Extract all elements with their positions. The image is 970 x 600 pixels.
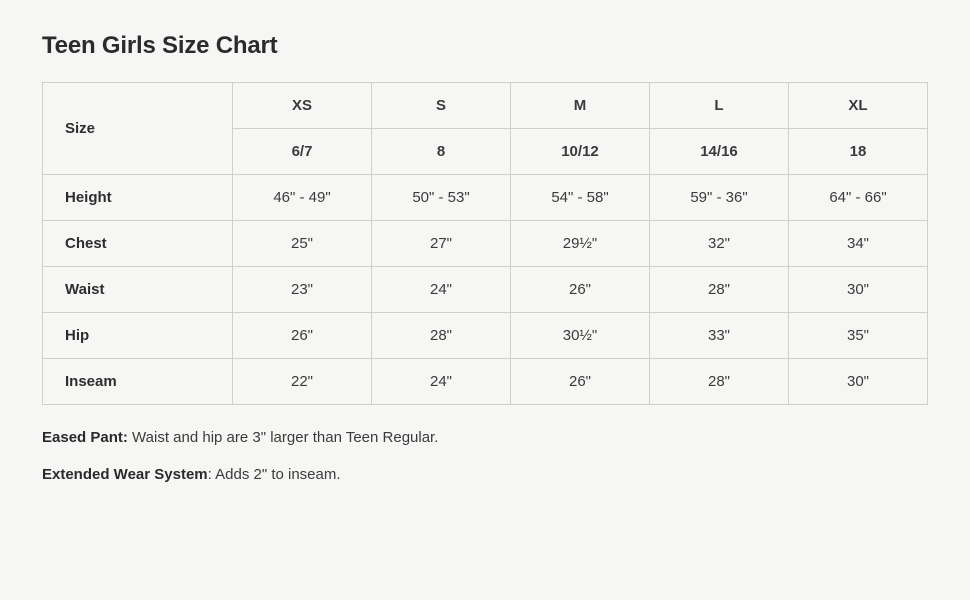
row-label: Chest [43, 221, 233, 267]
table-cell: 28" [650, 267, 789, 313]
note-label: Eased Pant: [42, 429, 128, 446]
size-number: 14/16 [650, 129, 789, 175]
size-number: 8 [372, 129, 511, 175]
table-cell: 28" [372, 313, 511, 359]
table-cell: 34" [789, 221, 928, 267]
note-text: : Adds 2" to inseam. [208, 466, 341, 483]
table-cell: 46" - 49" [233, 175, 372, 221]
table-row: Height 46" - 49" 50" - 53" 54" - 58" 59"… [43, 175, 928, 221]
size-letter: S [372, 83, 511, 129]
row-label: Height [43, 175, 233, 221]
row-label: Waist [43, 267, 233, 313]
note-label: Extended Wear System [42, 466, 208, 483]
table-cell: 28" [650, 359, 789, 405]
size-letter: M [511, 83, 650, 129]
table-cell: 24" [372, 359, 511, 405]
table-cell: 32" [650, 221, 789, 267]
table-cell: 30½" [511, 313, 650, 359]
page-container: Teen Girls Size Chart Size XS S M L XL 6… [0, 0, 970, 524]
note-extended-wear: Extended Wear System: Adds 2" to inseam. [42, 464, 928, 487]
table-cell: 26" [511, 267, 650, 313]
table-row: Chest 25" 27" 29½" 32" 34" [43, 221, 928, 267]
row-label: Hip [43, 313, 233, 359]
table-cell: 23" [233, 267, 372, 313]
table-cell: 25" [233, 221, 372, 267]
table-row: Hip 26" 28" 30½" 33" 35" [43, 313, 928, 359]
size-number: 6/7 [233, 129, 372, 175]
table-cell: 35" [789, 313, 928, 359]
table-cell: 30" [789, 359, 928, 405]
table-row: Inseam 22" 24" 26" 28" 30" [43, 359, 928, 405]
notes-section: Eased Pant: Waist and hip are 3" larger … [42, 427, 928, 486]
header-row-letters: Size XS S M L XL [43, 83, 928, 129]
table-cell: 50" - 53" [372, 175, 511, 221]
note-eased-pant: Eased Pant: Waist and hip are 3" larger … [42, 427, 928, 450]
table-cell: 27" [372, 221, 511, 267]
table-cell: 54" - 58" [511, 175, 650, 221]
note-text: Waist and hip are 3" larger than Teen Re… [128, 429, 439, 446]
page-title: Teen Girls Size Chart [42, 32, 928, 60]
table-cell: 26" [233, 313, 372, 359]
size-number: 10/12 [511, 129, 650, 175]
table-cell: 26" [511, 359, 650, 405]
size-letter: XL [789, 83, 928, 129]
row-label: Inseam [43, 359, 233, 405]
size-letter: L [650, 83, 789, 129]
table-row: Waist 23" 24" 26" 28" 30" [43, 267, 928, 313]
table-cell: 59" - 36" [650, 175, 789, 221]
size-chart-table: Size XS S M L XL 6/7 8 10/12 14/16 18 He… [42, 82, 928, 405]
table-cell: 33" [650, 313, 789, 359]
table-cell: 64" - 66" [789, 175, 928, 221]
table-cell: 30" [789, 267, 928, 313]
table-cell: 29½" [511, 221, 650, 267]
size-number: 18 [789, 129, 928, 175]
size-letter: XS [233, 83, 372, 129]
table-cell: 22" [233, 359, 372, 405]
size-header-label: Size [43, 83, 233, 175]
table-cell: 24" [372, 267, 511, 313]
